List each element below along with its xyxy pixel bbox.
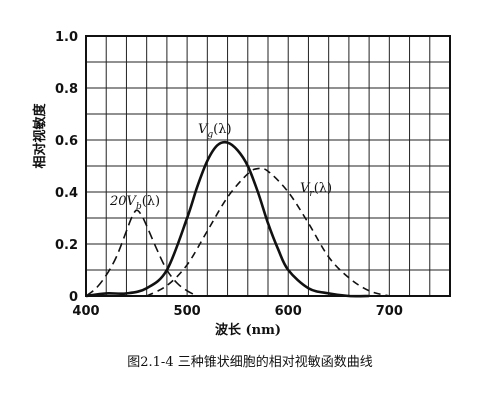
y-tick-label: 1.0 <box>55 30 78 45</box>
y-tick-label: 0 <box>69 290 78 305</box>
y-tick-label: 0.8 <box>55 82 78 97</box>
plot-frame <box>85 35 451 297</box>
series-lines <box>85 140 390 298</box>
series-line-r <box>146 167 390 297</box>
y-tick-label: 0.4 <box>55 186 78 201</box>
x-tick-label: 500 <box>174 304 201 319</box>
series-label-b: 20Vb(λ) <box>109 194 160 212</box>
series-label-g: Vg(λ) <box>198 122 232 140</box>
figure-caption: 图2.1-4 三种锥状细胞的相对视敏函数曲线 <box>127 354 372 370</box>
y-axis-label: 相对视敏度 <box>32 103 48 169</box>
series-label-r: Vr(λ) <box>300 181 332 199</box>
ticks: 400 500 600 700 0 0.2 0.4 0.6 0.8 1.0 <box>55 30 403 319</box>
y-tick-label: 0.2 <box>55 238 78 253</box>
grid <box>85 35 451 297</box>
x-axis-label: 波长 (nm) <box>215 322 281 338</box>
x-tick-label: 600 <box>275 304 302 319</box>
y-tick-label: 0.6 <box>55 134 78 149</box>
x-tick-label: 700 <box>376 304 403 319</box>
series-line-g <box>85 140 370 298</box>
x-tick-label: 400 <box>72 304 99 319</box>
series-labels: 20Vb(λ) Vg(λ) Vr(λ) <box>109 122 332 212</box>
series-line-b <box>85 209 198 297</box>
